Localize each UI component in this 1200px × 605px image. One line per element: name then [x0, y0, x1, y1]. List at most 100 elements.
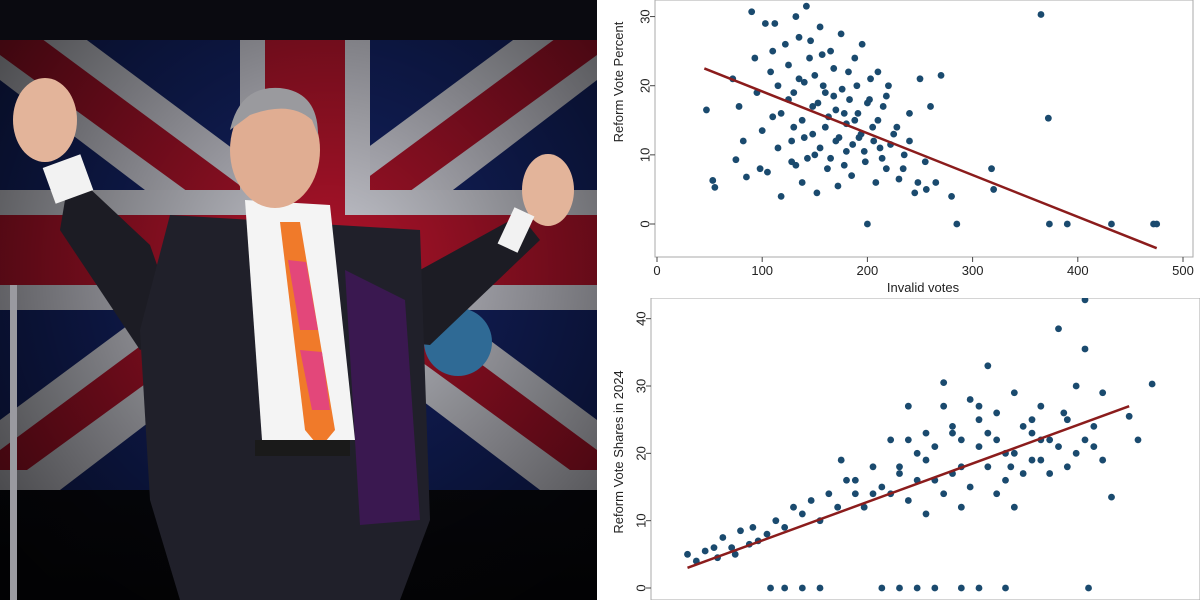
data-point [1060, 409, 1068, 417]
data-point [764, 168, 771, 176]
data-point [899, 165, 907, 173]
data-point [861, 158, 869, 166]
x-tick-label: 0 [653, 263, 660, 278]
data-point [824, 165, 831, 173]
data-point [932, 179, 940, 186]
data-point [957, 503, 965, 511]
data-point [1072, 449, 1080, 457]
data-point [874, 68, 882, 76]
data-point [825, 490, 833, 498]
data-point [922, 429, 930, 437]
data-point [837, 456, 845, 464]
data-point [743, 173, 750, 181]
data-point [1090, 443, 1098, 450]
data-point [772, 517, 780, 525]
data-point [811, 151, 819, 159]
data-point [1081, 345, 1089, 353]
data-point [1028, 416, 1036, 424]
data-point [807, 37, 814, 45]
data-point [798, 116, 806, 124]
speaker-figure [13, 78, 574, 600]
data-point [821, 123, 829, 131]
y-axis-label: Reform Vote Percent [611, 21, 626, 142]
scatter-plot-top: 0 10 20 30 0 100 200 300 400 500 Invalid votes R… [611, 0, 1194, 295]
data-point [949, 429, 956, 437]
data-point [1148, 380, 1156, 388]
data-point [931, 443, 939, 450]
data-point [1153, 220, 1161, 228]
data-point [846, 96, 853, 103]
data-point [860, 148, 868, 155]
data-point [711, 183, 719, 191]
data-point [804, 154, 811, 162]
data-point [879, 103, 887, 110]
data-point [858, 40, 866, 48]
data-point [798, 179, 806, 186]
data-point [774, 144, 782, 152]
data-point [984, 362, 992, 370]
data-point [931, 584, 939, 592]
data-point [890, 130, 898, 138]
data-point [827, 154, 834, 162]
data-point [1081, 296, 1089, 304]
data-point [921, 158, 929, 166]
data-point [830, 92, 838, 100]
data-point [758, 127, 766, 135]
data-point [811, 71, 819, 79]
data-point [777, 109, 785, 117]
data-point [927, 103, 934, 110]
data-point [739, 137, 747, 145]
fit-line [703, 67, 1158, 250]
data-point [878, 483, 886, 491]
data-point [798, 510, 806, 518]
data-point [737, 527, 744, 535]
chart-reform-vote-shares-2024: 0 10 20 30 40 Reform Vote Shares in 2024 [601, 296, 1200, 601]
data-point [854, 109, 862, 117]
y-tick-label: 10 [638, 148, 653, 162]
fit-line [687, 405, 1130, 569]
data-point [1010, 389, 1018, 397]
data-point [769, 47, 777, 55]
data-point [876, 144, 884, 152]
data-point [771, 20, 779, 27]
data-point [949, 423, 956, 430]
data-point [896, 470, 903, 477]
data-point [966, 483, 974, 491]
data-point [1044, 114, 1052, 122]
data-point [809, 103, 817, 110]
data-point [984, 429, 992, 437]
data-point [749, 524, 757, 531]
x-tick-label: 200 [857, 263, 879, 278]
data-point [769, 113, 777, 121]
data-point [984, 463, 992, 471]
data-point [1007, 463, 1015, 471]
data-point [1085, 584, 1092, 592]
data-point [761, 20, 769, 27]
data-point [728, 544, 736, 551]
data-point [916, 75, 924, 83]
photo-speaker-stage [0, 0, 597, 600]
data-point [785, 61, 792, 69]
data-point [781, 524, 789, 531]
data-point [893, 123, 901, 131]
data-point [795, 33, 803, 41]
y-tick-label: 0 [634, 584, 649, 591]
mic-stand-icon [10, 285, 17, 600]
y-tick-label: 20 [634, 446, 649, 460]
data-point [940, 402, 948, 410]
data-point [819, 82, 827, 90]
data-point [1037, 402, 1045, 410]
y-tick-label: 30 [638, 9, 653, 23]
data-point [1010, 503, 1018, 511]
data-point [710, 544, 718, 551]
data-point [957, 584, 965, 592]
data-point [860, 503, 868, 511]
data-point [1055, 325, 1062, 333]
data-point [781, 584, 789, 592]
data-point [1037, 456, 1045, 464]
data-point [940, 379, 948, 387]
data-point [896, 463, 903, 471]
data-point [1063, 220, 1071, 228]
data-point [790, 123, 798, 131]
data-point [993, 436, 1001, 444]
